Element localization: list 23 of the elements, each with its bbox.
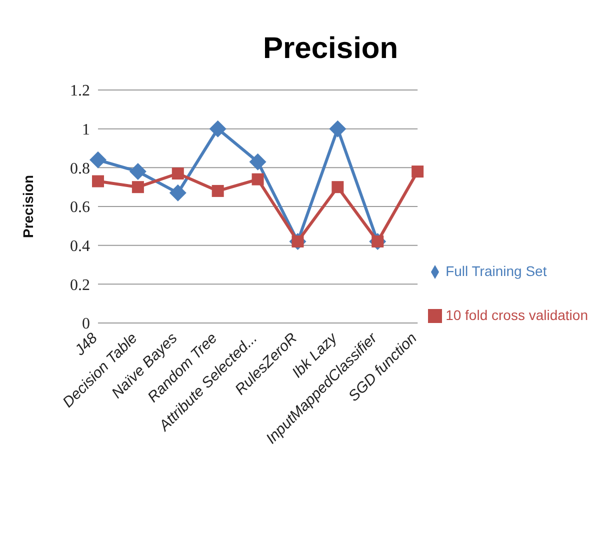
y-tick-label: 0.6 [70, 199, 90, 216]
legend-label: 10 fold cross validation [446, 307, 588, 323]
point [252, 173, 264, 186]
point [132, 181, 144, 194]
point [90, 151, 106, 168]
legend-label: Full Training Set [446, 263, 547, 279]
y-tick-label: 0.4 [70, 238, 90, 256]
point [212, 184, 224, 197]
point [92, 175, 104, 188]
point [332, 181, 344, 194]
y-tick-label: 1.2 [70, 82, 90, 100]
point [249, 153, 266, 170]
y-tick-label: 1 [82, 122, 90, 139]
y-tick-label: 0.8 [70, 160, 90, 178]
point [129, 163, 146, 180]
point [329, 120, 346, 138]
y-axis-title: Precision [20, 174, 36, 238]
point [209, 120, 226, 138]
y-tick-label: 0.2 [70, 276, 90, 294]
point [172, 167, 184, 180]
point [412, 166, 424, 178]
point [169, 184, 186, 202]
chart-title: Precision [262, 31, 400, 67]
